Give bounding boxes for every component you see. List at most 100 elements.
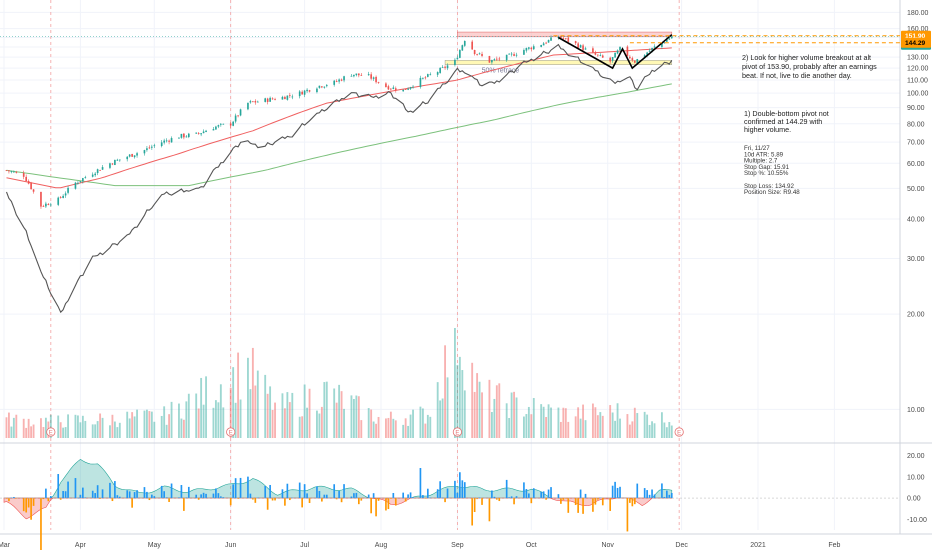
volume-bar bbox=[436, 382, 439, 438]
volume-bar bbox=[454, 328, 456, 438]
oscillator-bar bbox=[493, 496, 496, 499]
oscillator-bar bbox=[335, 498, 338, 500]
oscillator-bar bbox=[202, 492, 205, 499]
candle-body bbox=[523, 50, 525, 55]
volume-bar bbox=[222, 407, 225, 438]
candle-body bbox=[409, 87, 412, 89]
candle-body bbox=[592, 48, 594, 53]
oscillator-bar bbox=[463, 482, 466, 499]
candle-body bbox=[239, 109, 242, 116]
oscillator-bar bbox=[212, 493, 215, 499]
volume-bar bbox=[594, 407, 597, 438]
oscillator-bar bbox=[510, 496, 513, 499]
axes: 10.00 20.00 30.00 40.00 50.00 60.00 70.00 80.00… bbox=[0, 10, 931, 549]
candle-body bbox=[542, 43, 545, 46]
earnings-marker bbox=[226, 427, 236, 437]
volume-bar bbox=[599, 412, 602, 438]
volume-bar bbox=[269, 386, 272, 438]
volume-bars bbox=[5, 328, 673, 438]
volume-bar bbox=[264, 374, 267, 438]
sma-green-line bbox=[6, 83, 672, 187]
candle-body bbox=[653, 46, 656, 48]
volume-bar bbox=[249, 389, 252, 438]
candle-body bbox=[197, 133, 200, 134]
oscillator-bar bbox=[269, 484, 271, 499]
candle-body bbox=[114, 159, 116, 166]
oscillator-bar bbox=[234, 478, 237, 499]
oscillator-bar bbox=[239, 477, 242, 499]
volume-bar bbox=[446, 377, 449, 438]
volume-bar bbox=[591, 403, 594, 438]
oscillator-bar bbox=[59, 498, 62, 500]
time-tick-label: Feb bbox=[828, 542, 840, 549]
candle-body bbox=[128, 154, 131, 157]
volume-bar bbox=[409, 414, 412, 438]
relative-strength-line bbox=[5, 43, 673, 314]
candle-body bbox=[461, 45, 464, 51]
oscillator-bar bbox=[185, 497, 188, 499]
volume-bar bbox=[200, 377, 203, 438]
volume-bar bbox=[251, 347, 254, 438]
oscillator-bar bbox=[567, 498, 570, 513]
oscillator-bar bbox=[306, 493, 308, 499]
volume-bar bbox=[247, 357, 249, 438]
candle-body bbox=[550, 37, 552, 41]
volume-bar bbox=[131, 412, 134, 438]
note-double-bottom-pivot: confirmed at 144.29 with bbox=[744, 117, 822, 126]
oscillator-bar bbox=[668, 494, 671, 499]
retrace-box bbox=[444, 60, 673, 65]
oscillator-bar bbox=[289, 498, 291, 501]
volume-bar bbox=[631, 421, 634, 438]
candle-body bbox=[394, 88, 397, 91]
candle-body bbox=[616, 50, 619, 54]
oscillator-bar bbox=[614, 481, 616, 499]
candle-body bbox=[567, 37, 570, 42]
volume-bar bbox=[653, 423, 656, 438]
volume-bar bbox=[579, 418, 582, 438]
candle-body bbox=[151, 146, 153, 148]
candle-body bbox=[601, 55, 604, 58]
volume-bar bbox=[357, 396, 360, 438]
oscillator-bar bbox=[666, 490, 668, 499]
sma-red-line bbox=[6, 47, 672, 189]
candle-body bbox=[439, 67, 441, 73]
volume-bar bbox=[234, 402, 237, 438]
oscillator-bar bbox=[454, 480, 456, 499]
candle-body bbox=[220, 123, 222, 125]
volume-bar bbox=[525, 414, 528, 438]
candle-body bbox=[217, 125, 220, 127]
volume-bar bbox=[476, 373, 479, 438]
oscillator-bar bbox=[429, 497, 432, 499]
volume-bar bbox=[320, 406, 323, 438]
oscillator-bar bbox=[281, 489, 284, 499]
candle-body bbox=[99, 169, 101, 171]
candle-body bbox=[232, 121, 234, 126]
candle-body bbox=[338, 79, 340, 82]
note-double-bottom-pivot: higher volume. bbox=[744, 125, 791, 134]
candle-body bbox=[49, 204, 52, 206]
candle-body bbox=[404, 88, 407, 90]
candle-body bbox=[62, 195, 64, 198]
oscillator-bar bbox=[473, 498, 476, 513]
volume-bar bbox=[611, 412, 614, 438]
oscillator-bar bbox=[8, 498, 10, 502]
note-higher-volume-breakout: beat. If not, live to die another day. bbox=[742, 71, 852, 80]
candle-body bbox=[202, 131, 205, 134]
candle-body bbox=[47, 204, 50, 206]
oscillator-bar bbox=[94, 493, 97, 499]
candle-body bbox=[508, 53, 510, 55]
volume-bar bbox=[372, 421, 375, 438]
oscillator-bar bbox=[308, 498, 311, 504]
oscillator-bar bbox=[49, 496, 52, 499]
candle-body bbox=[321, 86, 323, 88]
time-tick-label: Nov bbox=[601, 542, 614, 549]
volume-bar bbox=[49, 414, 52, 438]
volume-bar bbox=[195, 393, 198, 438]
oscillator-bar bbox=[481, 498, 483, 505]
volume-bar bbox=[616, 403, 619, 438]
time-tick-label: 2021 bbox=[750, 542, 766, 549]
oscillator-bar bbox=[180, 485, 183, 499]
candle-body bbox=[370, 74, 372, 79]
volume-bar bbox=[530, 414, 533, 438]
